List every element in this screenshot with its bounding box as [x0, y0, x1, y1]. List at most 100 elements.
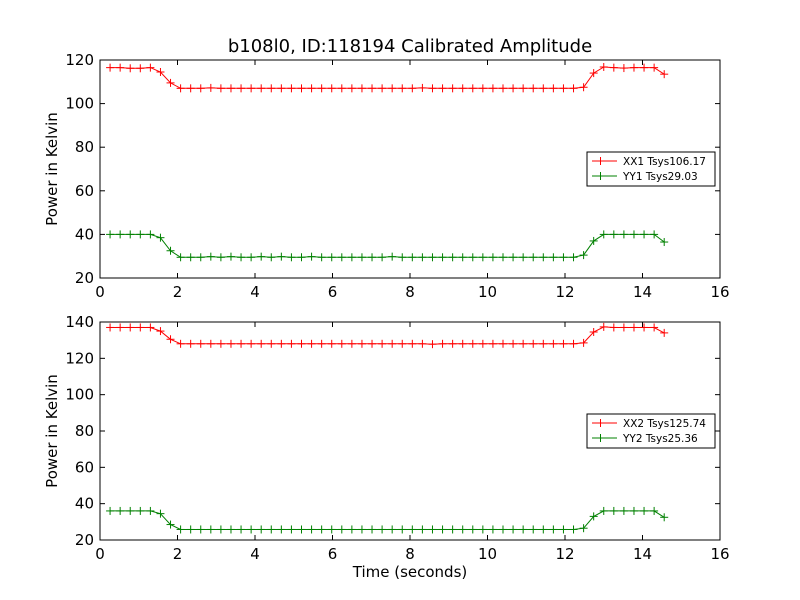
chart1-series-0-point [378, 339, 387, 348]
chart1-legend-box [586, 413, 716, 449]
chart1-series-1-point [418, 525, 427, 534]
chart0-series-0-point [468, 84, 477, 93]
chart1-series-1-point [287, 525, 296, 534]
chart0-x-tick-label: 6 [328, 283, 338, 301]
chart0-series-0-point [640, 63, 649, 72]
chart0-x-tick-label: 0 [95, 283, 105, 301]
chart0-legend-swatch-1 [592, 172, 617, 180]
chart0-series-1-point [166, 246, 175, 255]
chart0-legend-swatch-0 [592, 157, 617, 165]
chart0-series-0-point [569, 84, 578, 93]
chart0-series-1-point [468, 253, 477, 262]
chart0-series-0-point [599, 62, 608, 71]
chart0-series-0-point [579, 83, 588, 92]
chart1-x-tick-label: 16 [710, 545, 729, 563]
chart1-series-0-point [176, 339, 185, 348]
chart0-x-tick-label: 14 [633, 283, 652, 301]
chart1-series-1-point [116, 506, 125, 515]
chart0-series-1-point [428, 253, 437, 262]
chart1-x-axis-label: Time (seconds) [352, 563, 468, 581]
chart1-series-0-point [519, 339, 528, 348]
chart0-series-0-point [378, 84, 387, 93]
chart0-series-0-point [539, 84, 548, 93]
chart1-series-1-point [478, 525, 487, 534]
chart0-series-0-point [388, 84, 397, 93]
chart1-series-1-point [509, 525, 518, 534]
chart0-series-0-point [126, 64, 135, 73]
chart0-series-1-point [226, 252, 235, 261]
chart0-series-0-point [650, 63, 659, 72]
chart0-series-1-point [418, 253, 427, 262]
chart0-series-0-point [146, 63, 155, 72]
chart0-series-0-point [297, 84, 306, 93]
chart1-y-tick-label: 80 [75, 422, 94, 440]
chart1-series-0-point [448, 339, 457, 348]
chart1-series-1-point [619, 506, 628, 515]
chart0-series-1-point [337, 253, 346, 262]
chart1-series-1-point [368, 525, 377, 534]
chart0-series-0-point [357, 84, 366, 93]
chart1-series-1-point [196, 525, 205, 534]
chart1-series-1-point [146, 506, 155, 515]
chart0-series-1-point [640, 230, 649, 239]
chart1-series-1-point [347, 525, 356, 534]
chart0-series-1-point [499, 253, 507, 262]
chart0-series-1-point [267, 253, 276, 262]
chart0-series-0-point [267, 84, 276, 93]
chart0-series-0-point [186, 84, 195, 93]
chart1-series-1-point [357, 525, 366, 534]
chart1-series-0-point [478, 339, 487, 348]
chart0-series-0-point [317, 84, 326, 93]
chart1-series-1-point [468, 525, 477, 534]
chart0-x-tick-label: 8 [405, 283, 415, 301]
chart1-series-1-point [438, 525, 447, 534]
chart1-series-0-point [206, 339, 215, 348]
chart1-series-0-point [650, 323, 659, 332]
chart1-series-1-point [640, 506, 649, 515]
chart1-x-tick-label: 8 [405, 545, 415, 563]
chart1-legend-swatch-1 [592, 434, 617, 442]
chart0-series-1-point [196, 253, 205, 262]
chart1-series-1-point [247, 525, 256, 534]
chart0-x-tick-label: 10 [478, 283, 497, 301]
chart0-series-1-point [247, 253, 256, 262]
chart1-series-1-point [226, 525, 235, 534]
chart1-series-1-point [216, 525, 225, 534]
chart0-series-1-point [357, 253, 366, 262]
chart1-series-1-point [499, 525, 507, 534]
chart1-series-0-point [146, 323, 155, 332]
chart0-series-1-point [136, 230, 145, 239]
chart0-series-0-point [257, 84, 266, 93]
chart0-series-1-point [368, 253, 377, 262]
chart1-series-0-point [609, 323, 618, 332]
chart0-series-1-point [519, 253, 528, 262]
chart0-series-1-point [559, 253, 568, 262]
chart1-series-0-point [488, 339, 497, 348]
chart0-series-0-point [156, 67, 165, 76]
chart1-legend-swatch-0 [592, 419, 617, 427]
chart1-series-1-point [559, 525, 568, 534]
chart1-series-0-point [398, 339, 407, 348]
chart0-series-0-point [609, 63, 618, 72]
chart1-series-0-point [438, 339, 447, 348]
chart1-legend-label-1: YY2 Tsys25.36 [622, 433, 698, 445]
chart1-series-1-point [408, 525, 417, 534]
chart1-series-0-point [136, 323, 145, 332]
chart0-series-1-point [549, 253, 558, 262]
chart1-series-1-point [337, 525, 346, 534]
chart0-series-1-point [458, 253, 467, 262]
chart0-series-0-point [196, 84, 205, 93]
chart0-series-1-point [398, 253, 407, 262]
chart0-x-tick-label: 2 [173, 283, 183, 301]
chart0-x-tick-label: 4 [250, 283, 260, 301]
chart0-y-tick-label: 60 [75, 182, 94, 200]
chart1-series-0-point [267, 339, 276, 348]
chart1-series-1-point [307, 525, 316, 534]
chart1-series-0-point [458, 339, 467, 348]
chart0-series-1-point [186, 253, 195, 262]
chart0-series-1-point [146, 230, 155, 239]
chart0-series-1-point [327, 253, 336, 262]
chart0-series-0-point [478, 84, 487, 93]
chart1-series-0-point [579, 338, 588, 347]
chart0-series-0-point [559, 84, 568, 93]
